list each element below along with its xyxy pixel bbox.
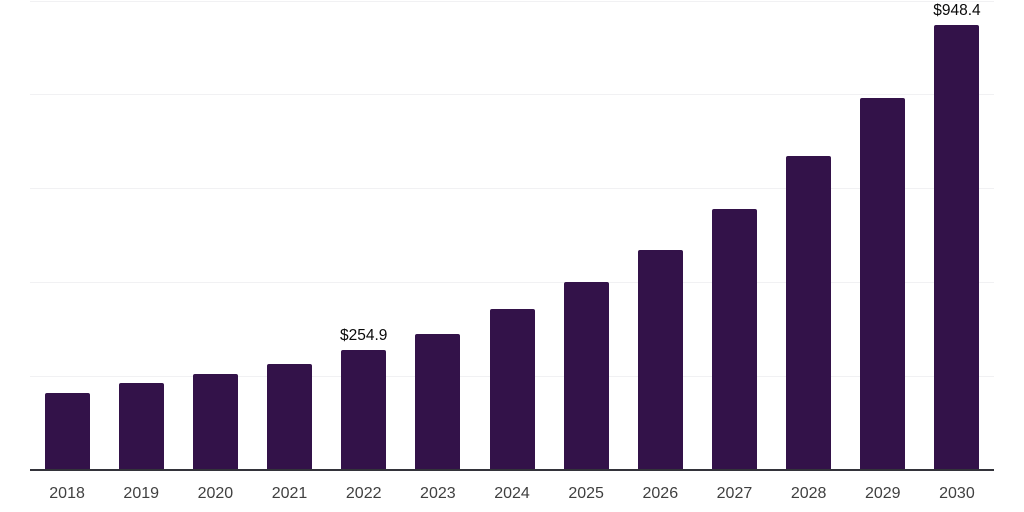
- x-tick-label-2022: 2022: [345, 485, 382, 502]
- gridline: [30, 94, 994, 96]
- x-tick-label-2026: 2026: [642, 485, 679, 502]
- x-tick-label-2027: 2027: [716, 485, 753, 502]
- bar-2030: [934, 25, 980, 470]
- x-tick-label-2025: 2025: [568, 485, 604, 502]
- x-tick-label-2023: 2023: [420, 485, 456, 502]
- gridline: [30, 281, 994, 283]
- x-tick-label-2019: 2019: [123, 485, 160, 502]
- x-axis-line: [30, 469, 994, 471]
- value-label-2030: $948.4: [933, 2, 981, 20]
- gridline: [30, 188, 994, 190]
- bar-2024: [489, 309, 535, 470]
- bar-2020: [192, 374, 238, 470]
- bar-2027: [711, 209, 757, 470]
- bar-2021: [267, 363, 313, 470]
- bar-2022: [341, 350, 387, 470]
- value-label-2022: $254.9: [339, 327, 388, 345]
- x-tick-label-2030: 2030: [939, 485, 975, 502]
- bar-2029: [860, 98, 906, 470]
- bar-2028: [786, 156, 832, 470]
- bar-2025: [563, 282, 609, 470]
- bar-2019: [118, 382, 164, 470]
- bar-2026: [637, 249, 683, 470]
- x-tick-label-2028: 2028: [790, 485, 827, 502]
- gridline: [30, 0, 994, 2]
- bar-2018: [44, 392, 90, 470]
- x-tick-label-2024: 2024: [494, 485, 530, 502]
- x-tick-label-2020: 2020: [197, 485, 234, 502]
- x-tick-label-2029: 2029: [864, 485, 901, 502]
- x-tick-label-2018: 2018: [49, 485, 85, 502]
- x-tick-label-2021: 2021: [271, 485, 308, 502]
- bar-2023: [415, 333, 461, 470]
